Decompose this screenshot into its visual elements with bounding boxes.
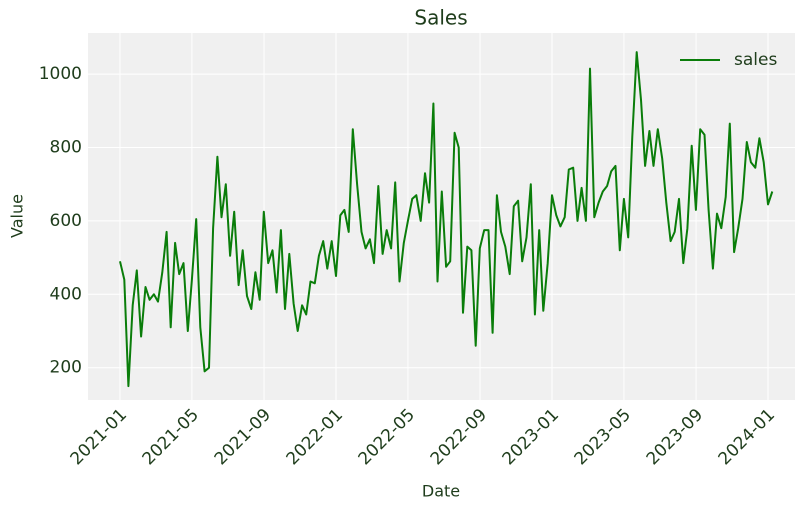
y-tick-label: 200 [50,358,82,378]
x-tick-label: 2022-05 [355,405,419,469]
x-tick-label: 2022-01 [283,405,347,469]
y-tick-label: 400 [50,284,82,304]
x-tick-label: 2024-01 [715,405,779,469]
x-tick-label: 2022-09 [427,405,491,469]
y-axis-label: Value [8,194,27,238]
y-tick-label: 600 [50,211,82,231]
y-tick-label: 1000 [39,64,82,84]
x-tick-label: 2023-09 [643,405,707,469]
x-tick-label: 2021-05 [139,405,203,469]
x-tick-label: 2023-05 [571,405,635,469]
chart-title: Sales [414,6,467,30]
data-line [119,51,774,388]
x-tick-label: 2021-01 [67,405,131,469]
x-tick-label: 2021-09 [211,405,275,469]
x-axis-label: Date [422,482,460,501]
legend-label: sales [734,50,777,70]
y-tick-label: 800 [50,138,82,158]
x-tick-label: 2023-01 [499,405,563,469]
